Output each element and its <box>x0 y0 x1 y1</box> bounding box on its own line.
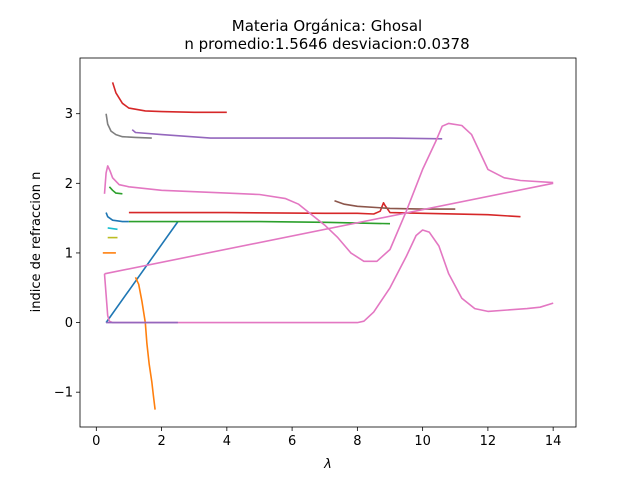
series-line-1 <box>105 221 179 324</box>
series-line-12 <box>103 229 554 324</box>
series-line-11 <box>104 182 554 275</box>
chart-subtitle: n promedio:1.5646 desviacion:0.0378 <box>184 35 469 53</box>
x-tick-label: 14 <box>545 434 562 449</box>
chart-title: Materia Orgánica: Ghosal <box>232 17 422 35</box>
series-line-2 <box>134 276 156 410</box>
x-tick-label: 0 <box>92 434 100 449</box>
x-axis: 0 2 4 6 8 10 12 14 <box>92 427 561 449</box>
x-tick-label: 10 <box>414 434 431 449</box>
y-tick-label: 0 <box>65 316 73 331</box>
series-line-13 <box>105 113 152 139</box>
x-axis-label: λ <box>323 457 332 472</box>
series-line-10 <box>103 122 554 263</box>
series-line-9 <box>334 199 456 210</box>
plot-frame <box>79 57 577 428</box>
series-line-16 <box>105 212 129 223</box>
x-tick-label: 12 <box>480 434 497 449</box>
series-line-4 <box>128 220 391 225</box>
x-tick-label: 4 <box>223 434 231 449</box>
y-tick-label: 2 <box>65 177 73 192</box>
series-layer <box>102 82 554 410</box>
series-line-5 <box>108 186 123 195</box>
series-line-6 <box>111 82 227 114</box>
y-axis-label: indice de refraccion n <box>29 172 44 313</box>
series-line-8 <box>131 129 443 140</box>
y-axis: −1 0 1 2 3 <box>54 107 80 401</box>
y-tick-label: 1 <box>65 246 73 261</box>
series-line-15 <box>107 227 118 231</box>
x-tick-label: 8 <box>353 434 361 449</box>
x-tick-label: 2 <box>157 434 165 449</box>
y-tick-label: −1 <box>54 386 73 401</box>
y-tick-label: 3 <box>65 107 73 122</box>
series-line-7 <box>128 202 521 218</box>
x-tick-label: 6 <box>288 434 296 449</box>
